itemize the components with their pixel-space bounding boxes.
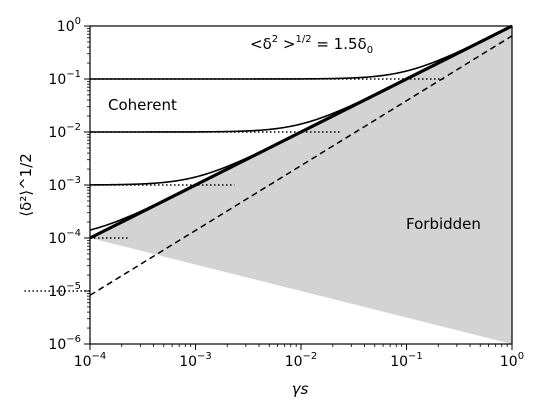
y-tick-label: 10−1: [48, 69, 81, 88]
x-tick-label: 10−2: [285, 351, 318, 370]
x-tick-label: 10−1: [390, 351, 423, 370]
series-line: [90, 26, 511, 80]
y-tick-label: 10−4: [48, 228, 81, 247]
dashed-threshold-line: [89, 35, 513, 296]
boundary-line: [89, 24, 513, 240]
dashed-line-label: <δ2 >1/2 = 1.5δ0: [250, 34, 373, 56]
y-tick-label: 100: [57, 16, 81, 35]
x-axis-label: γs: [292, 380, 309, 398]
y-axis-label: ⟨δ²⟩^1/2: [17, 153, 35, 217]
y-tick-label: 10−2: [48, 122, 81, 141]
x-tick-label: 100: [500, 351, 524, 370]
y-tick-label: 10−5: [48, 281, 81, 300]
forbidden-label: Forbidden: [406, 215, 481, 233]
y-tick-label: 10−3: [48, 175, 81, 194]
x-tick-label: 10−4: [74, 351, 107, 370]
x-tick-label: 10−3: [179, 351, 212, 370]
coherent-label: Coherent: [108, 96, 177, 114]
forbidden-region: [90, 26, 512, 344]
y-tick-label: 10−6: [48, 334, 81, 353]
